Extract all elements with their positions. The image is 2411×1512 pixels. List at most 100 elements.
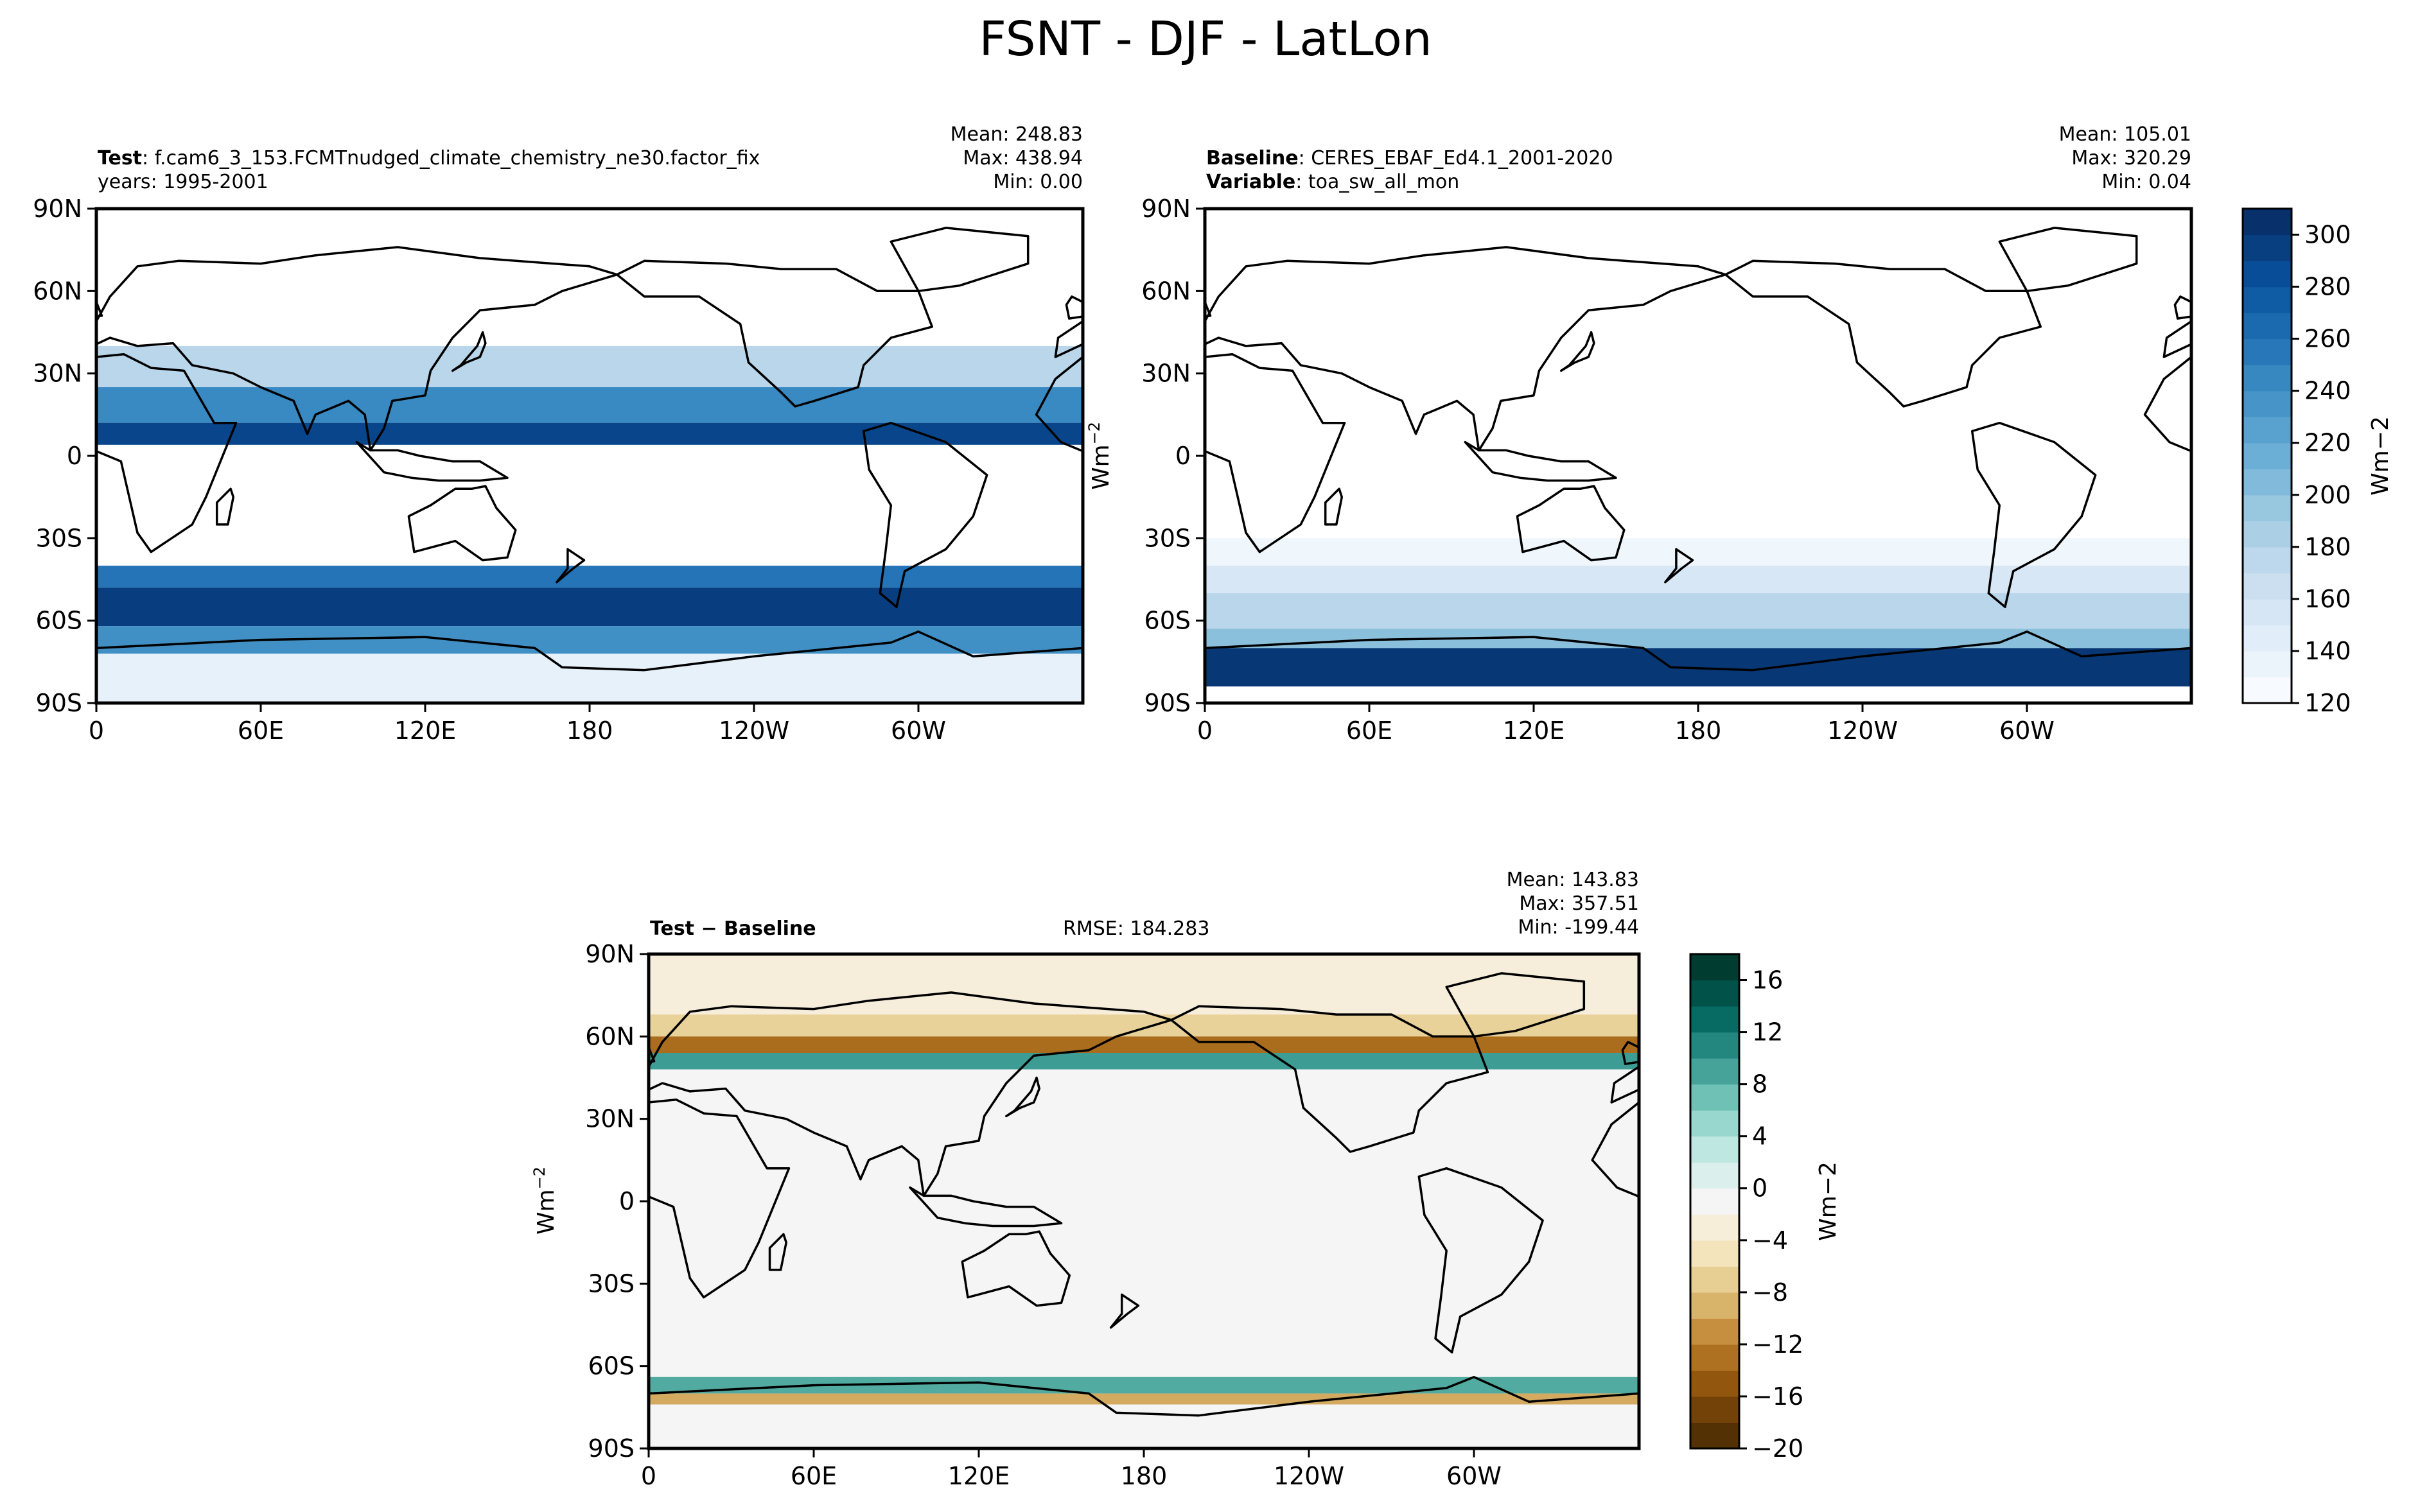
difference-coastlines	[649, 972, 1639, 1448]
y-tick-label: 0	[67, 442, 82, 470]
coastline	[1559, 331, 1595, 372]
y-tick-label: 30S	[588, 1269, 635, 1298]
colorbar-segment	[1690, 1110, 1739, 1137]
field-band	[96, 444, 1083, 467]
colorbar-segment	[2243, 442, 2292, 469]
y-tick-label: 30N	[33, 360, 82, 388]
difference-label: Test − Baseline	[650, 917, 816, 940]
field-band	[96, 566, 1083, 588]
coastline	[1324, 487, 1344, 526]
colorbar-tick-label: −12	[1752, 1330, 1803, 1359]
colorbar-tick-label: 16	[1752, 966, 1783, 995]
difference-axes: 0 60E 120E 180 120W 60W 90N 60N 30N 0 30S 60S 90S	[585, 940, 1641, 1490]
coastline	[909, 1186, 1063, 1228]
field-band	[649, 1069, 1639, 1377]
test-axes: 0 60E 120E 180 120W 60W 90N 60N 30N 0 30S 60S 90S	[33, 195, 1085, 745]
baseline-variable: : toa_sw_all_mon	[1295, 171, 1460, 193]
y-tick-label: 90S	[36, 689, 82, 717]
test-stats: Mean: 248.83 Max: 438.94 Min: 0.00	[826, 123, 1083, 194]
x-tick-label: 120E	[1503, 717, 1565, 745]
x-tick-label: 120W	[719, 717, 789, 745]
x-tick-label: 60W	[1446, 1462, 1502, 1490]
colorbar-segment	[1690, 1162, 1739, 1189]
colorbar-tick-label: 12	[1752, 1018, 1783, 1047]
coastline	[1109, 1293, 1140, 1329]
baseline-min: Min: 0.04	[2101, 171, 2191, 193]
x-tick-label: 180	[1675, 717, 1722, 745]
field-band	[1205, 686, 2191, 703]
coastline	[1005, 1076, 1040, 1118]
x-tick-label: 60E	[1346, 717, 1392, 745]
coastline	[649, 1376, 1639, 1448]
colorbar-tick-label: 120	[2304, 689, 2351, 717]
field-band	[649, 1014, 1639, 1037]
x-tick-label: 60W	[891, 717, 946, 745]
x-tick-label: 120W	[1274, 1462, 1344, 1490]
baseline-mean: Mean: 105.01	[2058, 123, 2191, 146]
coastline	[556, 548, 586, 584]
colorbar-tick-label: 8	[1752, 1070, 1767, 1099]
colorbar-frame	[2241, 207, 2293, 704]
x-tick-label: 120E	[948, 1462, 1010, 1490]
x-tick-label: 60E	[791, 1462, 837, 1490]
coastline	[1205, 246, 1727, 452]
baseline-left-ylabel: Wm−2	[1085, 422, 1114, 490]
colorbar-segment	[2243, 209, 2292, 236]
colorbar-label: Wm−2	[2367, 416, 2394, 496]
colorbar-segment	[1690, 1188, 1739, 1215]
difference-stats: Mean: 143.83 Max: 357.51 Min: -199.44	[1382, 868, 1639, 939]
field-band	[96, 422, 1083, 445]
difference-min: Min: -199.44	[1518, 916, 1639, 939]
y-tick-label: 60S	[36, 607, 82, 635]
y-tick-label: 30N	[585, 1105, 635, 1133]
coastline	[1464, 440, 1617, 482]
field-band	[649, 1036, 1639, 1053]
field-band	[1205, 209, 2191, 374]
field-band	[96, 654, 1083, 703]
y-tick-label: 30S	[36, 524, 82, 552]
colorbar-tick-label: −16	[1752, 1382, 1803, 1411]
y-tick-label: 30S	[1144, 524, 1191, 552]
coastline	[1205, 630, 2191, 703]
x-tick-label: 0	[89, 717, 104, 745]
coastline	[96, 300, 103, 318]
coastline	[649, 991, 1173, 1197]
coastline	[890, 227, 1030, 293]
test-mean: Mean: 248.83	[950, 123, 1083, 146]
field-band	[96, 209, 1083, 346]
field-band	[1205, 566, 2191, 593]
colorbar-segment	[1690, 1084, 1739, 1111]
colorbar-segment	[2243, 573, 2292, 600]
coastline	[649, 1046, 656, 1063]
coastline	[961, 1230, 1071, 1307]
field-band	[649, 1053, 1639, 1070]
test-coastlines	[96, 227, 1083, 703]
colorbar-segment	[2243, 390, 2292, 417]
colorbar-tick-label: −20	[1752, 1434, 1803, 1463]
y-tick-label: 60S	[588, 1352, 635, 1380]
y-tick-label: 90S	[588, 1434, 635, 1463]
test-panel-header: Test: f.cam6_3_153.FCMTnudged_climate_ch…	[98, 146, 760, 194]
coastline	[1065, 295, 1083, 320]
colorbar-tick-label: 240	[2304, 377, 2351, 405]
colorbar-tick-label: 4	[1752, 1122, 1767, 1151]
coastline	[1417, 1167, 1544, 1354]
coastline	[768, 1233, 787, 1271]
colorbar-frame	[1689, 953, 1740, 1450]
baseline-label: Baseline	[1206, 147, 1299, 169]
colorbar-segment	[2243, 625, 2292, 652]
coastline	[1621, 1041, 1639, 1065]
test-min: Min: 0.00	[993, 171, 1083, 193]
coastline	[215, 487, 235, 526]
colorbar-segment	[2243, 261, 2292, 288]
coastline	[451, 331, 487, 372]
colorbar-segment	[2243, 598, 2292, 626]
colorbar-tick-label: 160	[2304, 585, 2351, 613]
difference-colorbar: 16 12 8 4 0 −4 −8 −12 −16 −20 Wm−2	[1689, 953, 1841, 1463]
field-band	[1205, 593, 2191, 629]
x-tick-label: 60E	[238, 717, 284, 745]
colorbar-segment	[1690, 1292, 1739, 1319]
y-tick-label: 90N	[33, 195, 82, 223]
colorbar-segment	[2243, 494, 2292, 521]
difference-mean: Mean: 143.83	[1506, 869, 1639, 891]
